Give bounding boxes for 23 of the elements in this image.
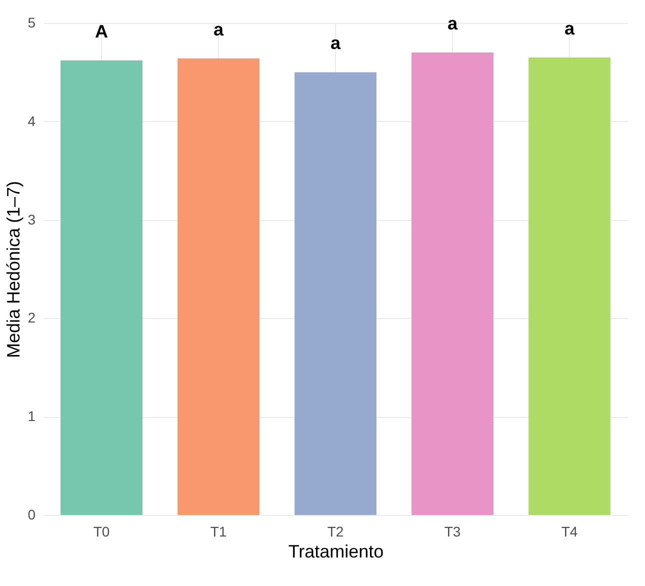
bar	[60, 60, 142, 515]
y-tick-label: 4	[28, 112, 36, 129]
annotation: a	[564, 18, 576, 38]
y-tick-label: 3	[28, 211, 36, 228]
y-tick-label: 2	[28, 310, 36, 326]
annotation: A	[95, 21, 108, 42]
x-tick-label: T4	[561, 524, 578, 540]
y-tick-label: 0	[28, 506, 36, 522]
bar	[528, 57, 610, 515]
bar	[178, 58, 260, 515]
x-tick-label: T0	[93, 524, 110, 540]
bar	[412, 52, 494, 515]
bar	[294, 72, 376, 515]
y-tick-label: 1	[28, 408, 36, 424]
x-tick-label: T1	[210, 524, 227, 540]
x-axis-title: Tratamiento	[288, 542, 384, 562]
annotation: a	[447, 14, 458, 34]
y-tick-label: 5	[28, 14, 36, 30]
y-axis-title: Media Hedónica (1–7)	[4, 180, 24, 358]
annotation: a	[213, 19, 224, 40]
annotation: a	[330, 33, 342, 54]
x-tick-label: T3	[444, 524, 461, 540]
x-tick-label: T2	[327, 524, 344, 540]
